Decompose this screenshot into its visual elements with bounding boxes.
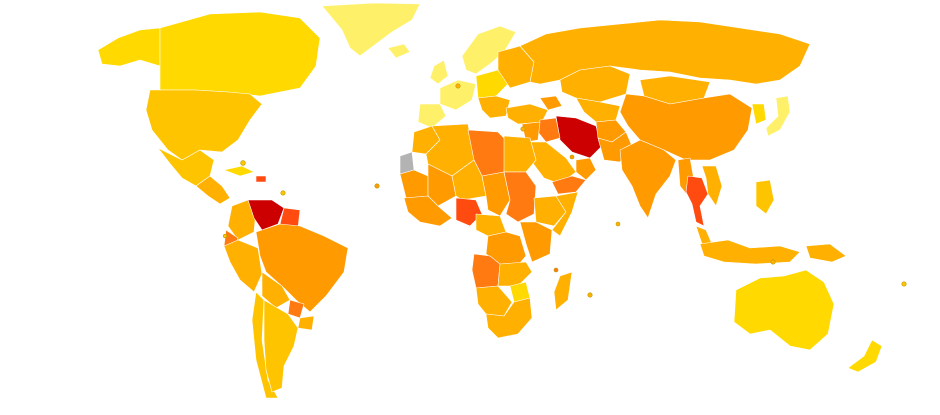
region-central-america[interactable] [195, 175, 231, 205]
region-haiti[interactable] [255, 175, 267, 183]
region-iceland[interactable] [387, 43, 411, 59]
region-india[interactable] [619, 139, 677, 219]
region-syria-jordan[interactable] [521, 121, 541, 143]
region-cuba[interactable] [223, 165, 255, 177]
region-egypt[interactable] [503, 135, 537, 173]
island-marker[interactable] [770, 259, 776, 265]
region-thailand[interactable] [685, 175, 709, 227]
region-argentina[interactable] [263, 299, 299, 393]
island-marker[interactable] [240, 160, 246, 166]
region-korea[interactable] [751, 103, 767, 125]
region-malaysia[interactable] [695, 225, 713, 245]
region-chile[interactable] [251, 291, 279, 399]
island-marker[interactable] [455, 83, 461, 89]
island-marker[interactable] [569, 154, 575, 160]
region-uk[interactable] [429, 59, 449, 85]
region-ethiopia[interactable] [533, 195, 567, 227]
region-russia[interactable] [519, 19, 811, 85]
region-caucasus[interactable] [539, 95, 563, 111]
island-marker[interactable] [553, 267, 559, 273]
region-japan[interactable] [765, 95, 791, 137]
region-east-africa[interactable] [519, 221, 553, 263]
region-peru[interactable] [223, 239, 263, 293]
island-marker[interactable] [280, 190, 286, 196]
region-central-europe[interactable] [475, 69, 509, 99]
region-venezuela[interactable] [247, 199, 285, 231]
region-iberia[interactable] [417, 103, 447, 129]
region-central-asia[interactable] [575, 97, 621, 123]
region-somalia[interactable] [551, 191, 579, 237]
region-brazil[interactable] [255, 223, 349, 313]
region-madagascar[interactable] [553, 271, 573, 311]
region-balkans[interactable] [477, 95, 511, 119]
region-papua-new-guinea[interactable] [805, 243, 847, 263]
region-yemen[interactable] [551, 175, 587, 195]
island-marker[interactable] [222, 233, 228, 239]
region-philippines[interactable] [755, 179, 775, 215]
region-bolivia[interactable] [261, 271, 291, 309]
region-vietnam[interactable] [701, 165, 723, 207]
region-mauritania[interactable] [399, 169, 429, 199]
region-iraq[interactable] [537, 117, 561, 143]
region-iran[interactable] [555, 115, 603, 159]
region-zambia[interactable] [497, 261, 533, 287]
island-marker[interactable] [901, 281, 907, 287]
region-alaska[interactable] [97, 27, 161, 67]
region-west-africa[interactable] [403, 195, 453, 227]
region-australia[interactable] [733, 269, 835, 351]
region-indonesia[interactable] [699, 239, 801, 265]
region-sudan[interactable] [503, 171, 537, 223]
island-marker[interactable] [520, 126, 526, 132]
region-china[interactable] [619, 93, 753, 161]
island-marker[interactable] [615, 221, 621, 227]
region-namibia-botswana[interactable] [475, 285, 513, 317]
region-canada[interactable] [159, 11, 321, 97]
island-marker[interactable] [587, 292, 593, 298]
region-south-africa[interactable] [485, 297, 533, 339]
region-usa[interactable] [145, 89, 263, 161]
region-new-zealand[interactable] [847, 339, 883, 373]
island-markers [222, 83, 907, 298]
region-oman[interactable] [575, 157, 597, 181]
region-greenland[interactable] [321, 2, 421, 57]
island-marker[interactable] [374, 183, 380, 189]
region-uruguay[interactable] [297, 315, 315, 331]
